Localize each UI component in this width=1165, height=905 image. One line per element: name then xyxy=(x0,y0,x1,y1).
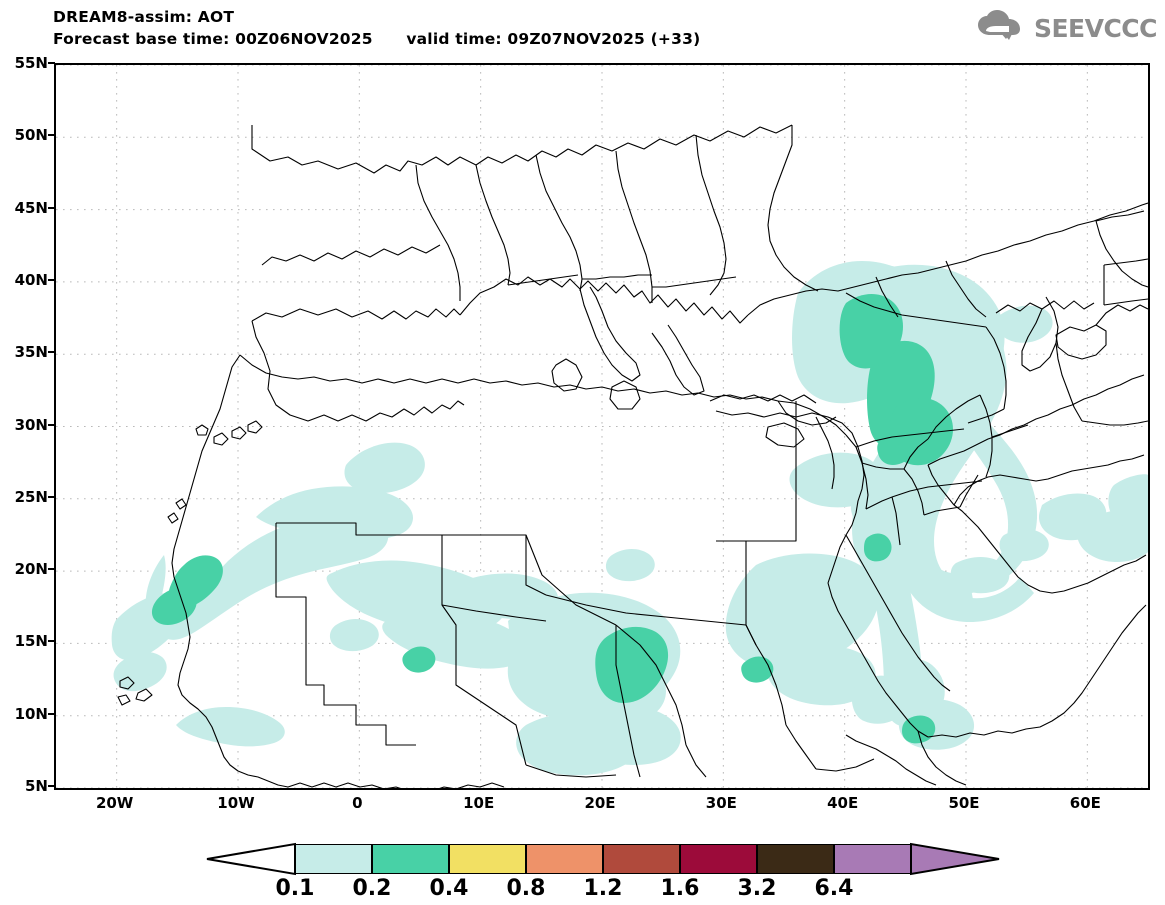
logo-text: SEEVCCC xyxy=(1033,13,1158,43)
colorbar-band xyxy=(372,844,449,874)
longitude-label: 40E xyxy=(827,794,859,812)
latitude-label: 50N xyxy=(14,126,48,145)
latitude-tick xyxy=(48,278,55,281)
latitude-tick xyxy=(48,423,55,426)
longitude-label: 10W xyxy=(217,794,255,812)
colorbar-band xyxy=(757,844,834,874)
colorbar-tick-label: 0.8 xyxy=(506,876,546,901)
colorbar-band xyxy=(295,844,372,874)
latitude-label: 20N xyxy=(14,560,48,579)
colorbar-band xyxy=(603,844,680,874)
map-plot-area[interactable] xyxy=(54,63,1150,790)
colorbar-band xyxy=(526,844,603,874)
colorbar-band xyxy=(449,844,526,874)
seevccc-logo: SEEVCCC xyxy=(976,9,1158,47)
colorbar-band xyxy=(680,844,757,874)
latitude-tick xyxy=(48,206,55,209)
colorbar-tick-label: 0.4 xyxy=(429,876,469,901)
longitude-label: 0 xyxy=(352,794,363,812)
colorbar-bands xyxy=(295,844,911,874)
longitude-label: 20W xyxy=(95,794,134,812)
colorbar-caps xyxy=(206,842,1000,876)
aot-band-0.2-0.4 xyxy=(151,294,953,744)
cloud-arrow-icon xyxy=(976,9,1028,47)
latitude-label: 10N xyxy=(14,704,48,723)
coastlines-and-borders xyxy=(117,124,1148,788)
colorbar-tick-label: 3.2 xyxy=(737,876,777,901)
colorbar: 0.1 0.2 0.4 0.8 1.2 1.6 3.2 6.4 xyxy=(0,836,1165,905)
page-title: DREAM8-assim: AOT xyxy=(53,8,235,26)
colorbar-left-cap xyxy=(206,842,296,876)
colorbar-tick-label: 1.6 xyxy=(660,876,700,901)
latitude-label: 40N xyxy=(14,270,48,289)
forecast-time-line: Forecast base time: 00Z06NOV2025 valid t… xyxy=(53,30,701,48)
latitude-label: 15N xyxy=(14,632,48,651)
header: DREAM8-assim: AOT Forecast base time: 00… xyxy=(0,0,1165,56)
colorbar-band xyxy=(834,844,911,874)
longitude-label: 20E xyxy=(584,794,616,812)
latitude-label: 35N xyxy=(14,343,48,362)
longitude-label: 50E xyxy=(948,794,980,812)
latitude-tick xyxy=(48,495,55,498)
latitude-tick xyxy=(48,351,55,354)
longitude-label: 10E xyxy=(463,794,495,812)
latitude-tick xyxy=(48,62,55,64)
colorbar-tick-label: 6.4 xyxy=(814,876,854,901)
latitude-label: 25N xyxy=(14,487,48,506)
latitude-label: 55N xyxy=(14,54,48,72)
latitude-tick xyxy=(48,712,55,715)
colorbar-tick-label: 0.1 xyxy=(275,876,315,901)
longitude-label: 30E xyxy=(705,794,737,812)
colorbar-tick-label: 1.2 xyxy=(583,876,623,901)
latitude-tick xyxy=(48,640,55,643)
latitude-tick xyxy=(48,568,55,571)
colorbar-tick-label: 0.2 xyxy=(352,876,392,901)
latitude-label: 30N xyxy=(14,415,48,434)
latitude-tick xyxy=(48,785,55,787)
latitude-label: 45N xyxy=(14,198,48,217)
latitude-label: 5N xyxy=(25,777,48,795)
latitude-tick xyxy=(48,134,55,137)
colorbar-right-cap xyxy=(910,842,1000,876)
map-canvas xyxy=(56,65,1148,788)
longitude-label: 60E xyxy=(1069,794,1101,812)
